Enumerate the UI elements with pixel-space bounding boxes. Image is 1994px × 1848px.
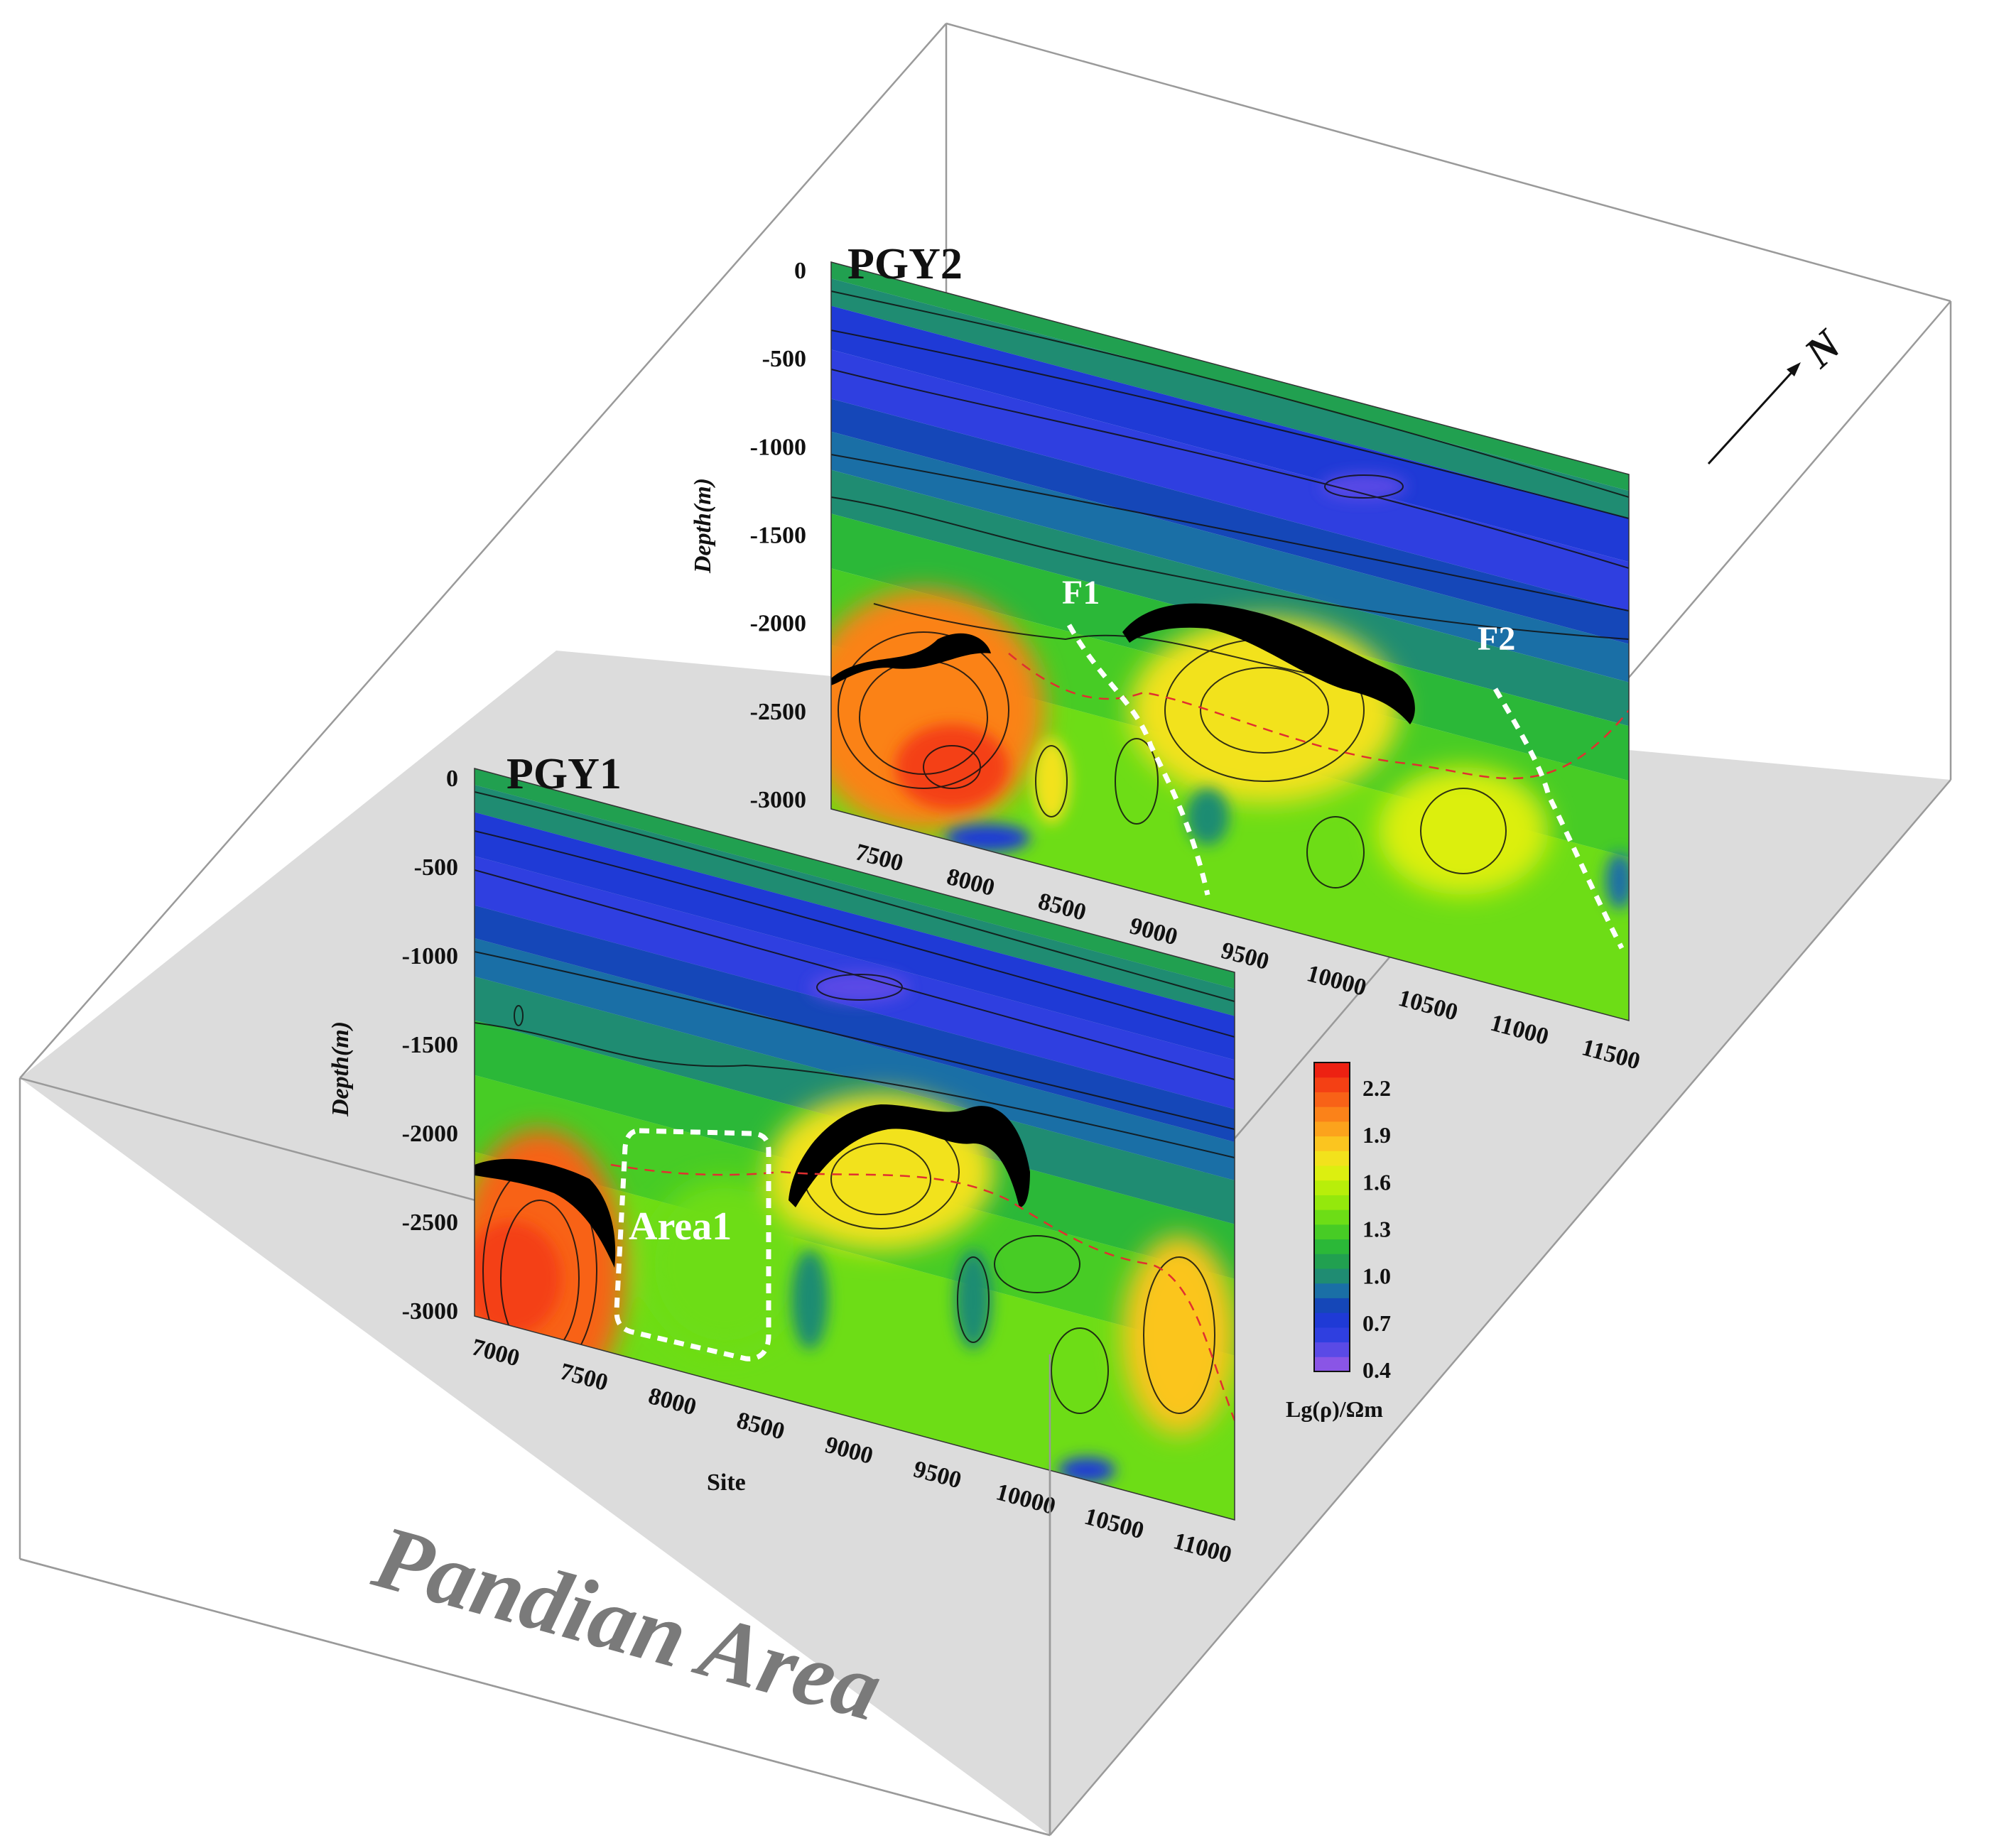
pgy2-high-res-anomaly-east	[1378, 767, 1549, 895]
colorbar-swatch	[1314, 1151, 1350, 1166]
pgy2-depth-ticks: 0 -500 -1000 -1500 -2000 -2500 -3000	[750, 258, 806, 813]
depth-tick-label: -500	[762, 346, 806, 372]
pgy1-area1-fill	[646, 1179, 803, 1349]
pgy1-black-body-west	[475, 1158, 616, 1268]
area1-label: Area1	[629, 1205, 732, 1249]
colorbar-swatch	[1314, 1165, 1350, 1181]
fault-f2-line	[1492, 687, 1625, 950]
pgy2-depth-axis-label: Depth(m)	[690, 478, 716, 574]
colorbar-swatch	[1314, 1062, 1350, 1078]
depth-tick-label: -1000	[750, 434, 806, 460]
depth-tick-label: -2500	[402, 1210, 458, 1236]
profile-pgy1: Area1 PGY1 Depth(m) 0 -500 -1000 -1500 -2000…	[327, 750, 1235, 1568]
colorbar-tick-label: 2.2	[1362, 1075, 1391, 1101]
colorbar-swatch	[1314, 1327, 1350, 1343]
pgy2-section-frame	[830, 261, 1630, 1021]
colorbar-swatch	[1314, 1239, 1350, 1254]
fault-f1-label: F1	[1062, 574, 1100, 612]
resistivity-band	[831, 398, 1629, 644]
pgy2-black-body-east	[1122, 603, 1415, 724]
colorbar-swatch	[1314, 1107, 1350, 1122]
pgy2-title: PGY2	[847, 240, 963, 288]
colorbar-swatch	[1314, 1121, 1350, 1137]
colorbar-tick-label: 1.6	[1362, 1169, 1391, 1195]
colorbar-tick-label: 1.3	[1362, 1217, 1391, 1242]
fault-f1-line	[1066, 624, 1210, 896]
resistivity-band	[831, 469, 1629, 727]
resistivity-band	[831, 262, 1629, 491]
resistivity-band	[475, 768, 1235, 989]
north-label: N	[1795, 320, 1851, 376]
resistivity-band	[475, 938, 1235, 1180]
colorbar-ticks: 2.2 1.9 1.6 1.3 1.0 0.7 0.4	[1362, 1075, 1391, 1383]
resistivity-band	[831, 278, 1629, 518]
colorbar-swatch	[1314, 1077, 1350, 1092]
resistivity-band	[831, 305, 1629, 562]
depth-tick-label: -1000	[402, 943, 458, 969]
colorbar-swatch	[1314, 1254, 1350, 1269]
resistivity-band	[475, 785, 1235, 1016]
depth-tick-label: -2500	[750, 699, 806, 725]
colorbar-swatch	[1314, 1268, 1350, 1284]
pgy2-black-body-west	[831, 633, 991, 685]
pgy2-boundary-dashed	[1008, 653, 1629, 780]
colorbar-swatch	[1314, 1283, 1350, 1298]
depth-tick-label: -2000	[402, 1121, 458, 1147]
colorbar-swatch	[1314, 1298, 1350, 1313]
colorbar-swatch	[1314, 1210, 1350, 1225]
colorbar-swatch	[1314, 1092, 1350, 1107]
colorbar-swatch	[1314, 1357, 1350, 1372]
depth-tick-label: -2000	[750, 611, 806, 637]
pgy1-high-res-anomaly-east	[1122, 1236, 1235, 1435]
pgy1-depth-axis-label: Depth(m)	[327, 1021, 354, 1117]
pgy1-title: PGY1	[506, 750, 622, 798]
colorbar-tick-label: 1.9	[1362, 1122, 1391, 1148]
depth-tick-label: -3000	[750, 787, 806, 813]
colorbar-swatches	[1314, 1062, 1350, 1372]
colorbar-tick-label: 0.4	[1362, 1357, 1391, 1383]
colorbar-swatch	[1314, 1180, 1350, 1195]
box-frame-front	[19, 1354, 1051, 1837]
colorbar-swatch	[1314, 1224, 1350, 1240]
depth-tick-label: 0	[446, 766, 458, 792]
pgy1-boundary-dashed	[610, 1163, 1235, 1421]
depth-tick-label: -3000	[402, 1298, 458, 1325]
pgy1-section-frame	[474, 768, 1235, 1521]
colorbar-title: Lg(ρ)/Ωm	[1286, 1396, 1383, 1422]
profile-pgy2: PGY2 Depth(m) 0 -500 -1000 -1500 -2000 -2500 -…	[690, 240, 1643, 1075]
colorbar-swatch	[1314, 1342, 1350, 1357]
pgy1-contour-lines	[475, 791, 1235, 1414]
resistivity-band	[475, 812, 1235, 1060]
depth-tick-label: 0	[794, 258, 806, 284]
depth-tick-label: -500	[414, 854, 458, 881]
fault-f2-label: F2	[1478, 620, 1515, 658]
colorbar-swatch	[1314, 1312, 1350, 1328]
colorbar-swatch	[1314, 1136, 1350, 1151]
depth-tick-label: -1500	[402, 1032, 458, 1058]
colorbar-swatch	[1314, 1195, 1350, 1210]
colorbar-tick-label: 0.7	[1362, 1310, 1391, 1336]
colorbar-tick-label: 1.0	[1362, 1263, 1391, 1289]
pgy1-black-body-central	[789, 1104, 1030, 1207]
depth-tick-label: -1500	[750, 523, 806, 549]
pgy1-depth-ticks: 0 -500 -1000 -1500 -2000 -2500 -3000	[402, 766, 458, 1325]
pgy1-site-axis-label: Site	[707, 1469, 746, 1496]
colorbar: 2.2 1.9 1.6 1.3 1.0 0.7 0.4 Lg(ρ)/Ωm	[1286, 1062, 1391, 1422]
area1-outline	[614, 1128, 771, 1361]
